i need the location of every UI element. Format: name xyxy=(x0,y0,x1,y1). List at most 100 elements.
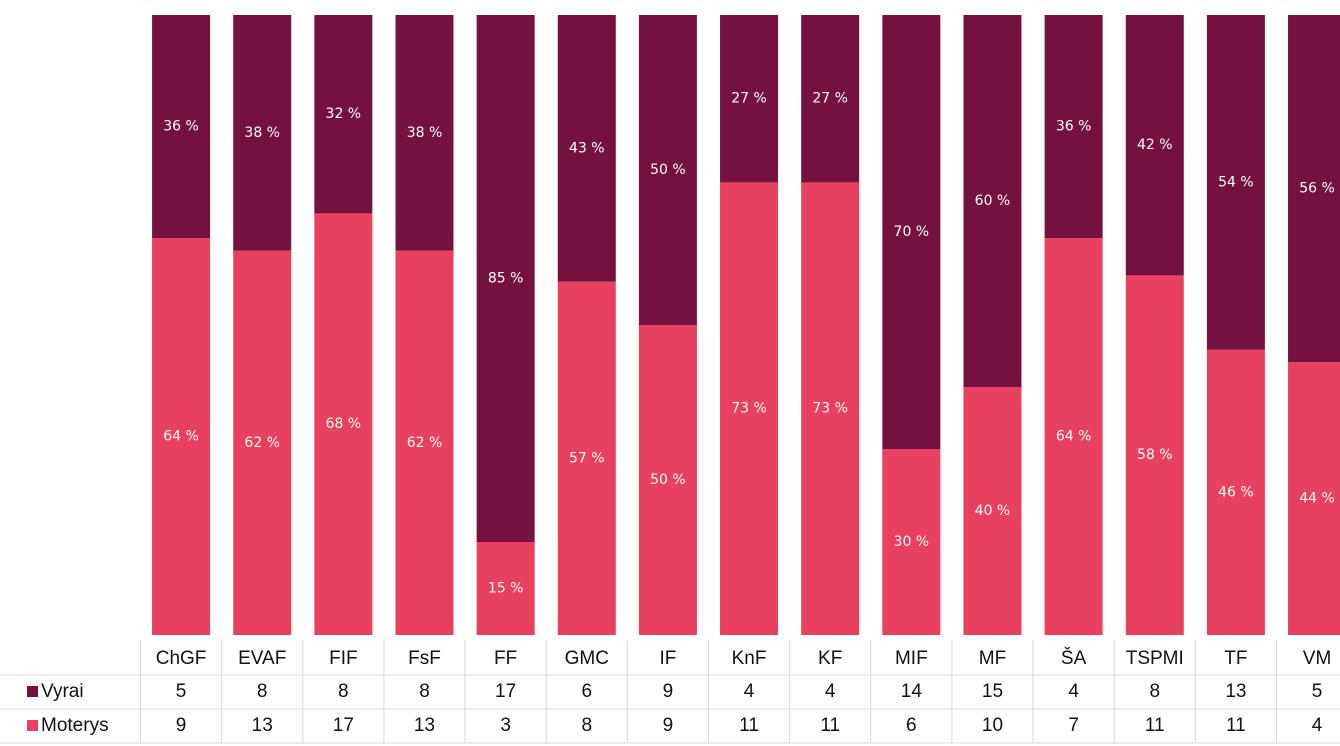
bar-segment xyxy=(557,15,616,282)
value-label: 15 % xyxy=(488,581,524,597)
table-cell: 6 xyxy=(906,715,917,736)
table-cell: 4 xyxy=(825,681,836,702)
bar-segment xyxy=(963,387,1022,635)
bar-segment xyxy=(720,182,779,635)
bar-segment xyxy=(1125,15,1184,276)
x-tick-label: FsF xyxy=(408,648,441,669)
table-cell: 11 xyxy=(1145,715,1165,736)
value-label: 50 % xyxy=(650,472,686,488)
table-cell: 11 xyxy=(1226,715,1246,736)
bar-segment xyxy=(476,542,535,635)
table-cell: 4 xyxy=(1068,681,1079,702)
value-label: 43 % xyxy=(569,140,605,156)
value-label: 40 % xyxy=(975,503,1011,519)
value-label: 73 % xyxy=(731,401,767,417)
table-cell: 7 xyxy=(1068,715,1079,736)
table-cell: 9 xyxy=(663,715,674,736)
value-label: 85 % xyxy=(488,271,524,287)
value-label: 30 % xyxy=(894,534,930,550)
table-cell: 17 xyxy=(333,715,354,736)
table-cell: 4 xyxy=(744,681,755,702)
x-tick-label: FF xyxy=(494,648,517,669)
bar-segment xyxy=(963,15,1022,387)
x-tick-label: ŠA xyxy=(1061,647,1087,669)
table-cell: 15 xyxy=(982,681,1003,702)
value-label: 64 % xyxy=(163,429,199,445)
table-cell: 11 xyxy=(820,715,840,736)
table-cell: 13 xyxy=(252,715,273,736)
bar-segment xyxy=(314,15,373,214)
bar-segment xyxy=(152,15,211,239)
x-tick-label: GMC xyxy=(565,648,609,669)
x-tick-label: KnF xyxy=(732,648,767,669)
x-tick-label: ChGF xyxy=(156,648,207,669)
value-label: 58 % xyxy=(1137,447,1173,463)
value-label: 73 % xyxy=(812,401,848,417)
value-label: 27 % xyxy=(731,91,767,107)
bar-segment xyxy=(638,325,697,635)
x-tick-label: MIF xyxy=(895,648,928,669)
bar-segment xyxy=(395,250,454,635)
value-label: 64 % xyxy=(1056,429,1092,445)
table-cell: 8 xyxy=(257,681,268,702)
x-tick-label: FIF xyxy=(329,648,358,669)
table-cell: 5 xyxy=(1312,681,1323,702)
value-label: 36 % xyxy=(1056,119,1092,135)
legend-swatch xyxy=(27,720,38,731)
x-tick-label: TSPMI xyxy=(1126,648,1184,669)
bar-segment xyxy=(801,15,860,183)
table-cell: 9 xyxy=(176,715,187,736)
legend-swatch xyxy=(27,686,38,697)
table-cell: 17 xyxy=(495,681,516,702)
x-tick-label: MF xyxy=(979,648,1006,669)
bar-segment xyxy=(638,15,697,325)
bar-segment xyxy=(1288,15,1340,363)
bar-segment xyxy=(557,281,616,635)
bar-segment xyxy=(882,15,941,449)
table-cell: 13 xyxy=(414,715,435,736)
value-label: 50 % xyxy=(650,162,686,178)
legend-label: Vyrai xyxy=(41,681,84,702)
value-label: 57 % xyxy=(569,450,605,466)
value-label: 68 % xyxy=(326,416,362,432)
table-cell: 3 xyxy=(500,715,511,736)
table-cell: 10 xyxy=(982,715,1003,736)
table-cell: 8 xyxy=(338,681,349,702)
bar-segment xyxy=(152,238,211,635)
value-label: 44 % xyxy=(1299,491,1335,507)
bar-segment xyxy=(1125,275,1184,635)
value-label: 62 % xyxy=(244,435,280,451)
bar-segment xyxy=(1044,15,1103,239)
bar-segment xyxy=(233,250,292,635)
bar-segment xyxy=(395,15,454,251)
table-cell: 9 xyxy=(663,681,674,702)
bar-segment xyxy=(1044,238,1103,635)
table-cell: 8 xyxy=(1149,681,1160,702)
table-cell: 4 xyxy=(1312,715,1323,736)
bar-segment xyxy=(801,182,860,635)
value-label: 62 % xyxy=(407,435,443,451)
bar-segment xyxy=(1288,362,1340,635)
value-label: 54 % xyxy=(1218,174,1254,190)
bar-segment xyxy=(476,15,535,542)
value-label: 32 % xyxy=(326,106,362,122)
table-cell: 6 xyxy=(581,681,592,702)
x-tick-label: IF xyxy=(659,648,676,669)
bar-segment xyxy=(233,15,292,251)
value-label: 38 % xyxy=(244,125,280,141)
value-label: 42 % xyxy=(1137,137,1173,153)
x-tick-label: VM xyxy=(1303,648,1332,669)
table-cell: 14 xyxy=(901,681,923,702)
x-tick-label: TF xyxy=(1224,648,1247,669)
table-cell: 8 xyxy=(419,681,430,702)
value-label: 36 % xyxy=(163,119,199,135)
x-tick-label: KF xyxy=(818,648,842,669)
table-cell: 5 xyxy=(176,681,187,702)
value-label: 60 % xyxy=(975,193,1011,209)
value-label: 46 % xyxy=(1218,484,1254,500)
bar-segment xyxy=(882,449,941,635)
value-label: 38 % xyxy=(407,125,443,141)
bar-segment xyxy=(720,15,779,183)
value-label: 56 % xyxy=(1299,181,1335,197)
